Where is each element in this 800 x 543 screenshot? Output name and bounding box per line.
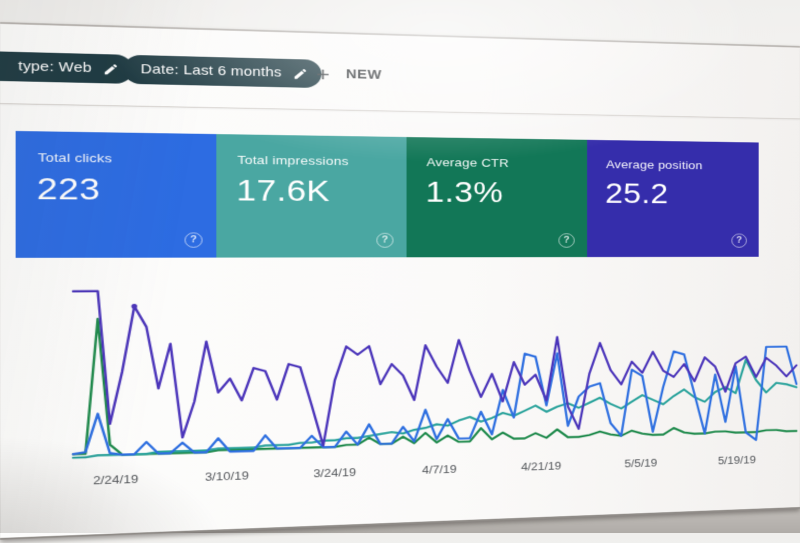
new-filter-button[interactable]: NEW: [313, 62, 382, 87]
edit-pencil-icon: [103, 62, 119, 76]
search-type-chip-label: type: Web: [18, 59, 92, 76]
app-surface: type: Web Date: Last 6 months NEW Total …: [0, 22, 800, 540]
new-button-label: NEW: [345, 67, 383, 83]
x-tick-label: 3/10/19: [204, 469, 249, 484]
metric-cards-row: Total clicks 223 ? Total impressions 17.…: [15, 130, 759, 258]
chart-point-dot: [131, 303, 138, 309]
average-ctr-card[interactable]: Average CTR 1.3% ?: [406, 137, 588, 258]
help-icon[interactable]: ?: [731, 233, 747, 248]
card-value: 223: [36, 171, 101, 207]
filter-toolbar: type: Web Date: Last 6 months NEW: [0, 23, 800, 120]
card-value: 25.2: [605, 177, 669, 210]
card-label: Average CTR: [426, 155, 509, 170]
x-tick-label: 4/21/19: [520, 459, 562, 474]
series-line-average-position: [73, 287, 796, 453]
total-impressions-card[interactable]: Total impressions 17.6K ?: [216, 134, 407, 258]
help-icon[interactable]: ?: [558, 233, 575, 248]
average-position-card[interactable]: Average position 25.2 ?: [587, 139, 759, 258]
total-clicks-card[interactable]: Total clicks 223 ?: [15, 130, 217, 258]
x-tick-label: 2/24/19: [93, 472, 139, 488]
plus-icon: [313, 65, 332, 82]
help-icon[interactable]: ?: [184, 232, 203, 248]
card-label: Total impressions: [237, 153, 349, 168]
performance-chart: [33, 270, 800, 470]
card-label: Average position: [606, 157, 703, 172]
help-icon[interactable]: ?: [376, 232, 394, 248]
search-type-filter-chip[interactable]: type: Web: [0, 49, 134, 84]
edit-pencil-icon: [292, 67, 307, 81]
x-tick-label: 4/7/19: [422, 463, 457, 477]
date-chip-label: Date: Last 6 months: [140, 62, 282, 81]
x-tick-label: 5/19/19: [717, 454, 756, 467]
card-value: 1.3%: [425, 175, 504, 210]
x-tick-label: 3/24/19: [313, 466, 356, 480]
card-value: 17.6K: [236, 173, 330, 209]
date-range-filter-chip[interactable]: Date: Last 6 months: [123, 54, 321, 89]
x-tick-label: 5/5/19: [624, 457, 658, 470]
card-label: Total clicks: [37, 150, 113, 166]
chart-canvas: [33, 270, 800, 470]
